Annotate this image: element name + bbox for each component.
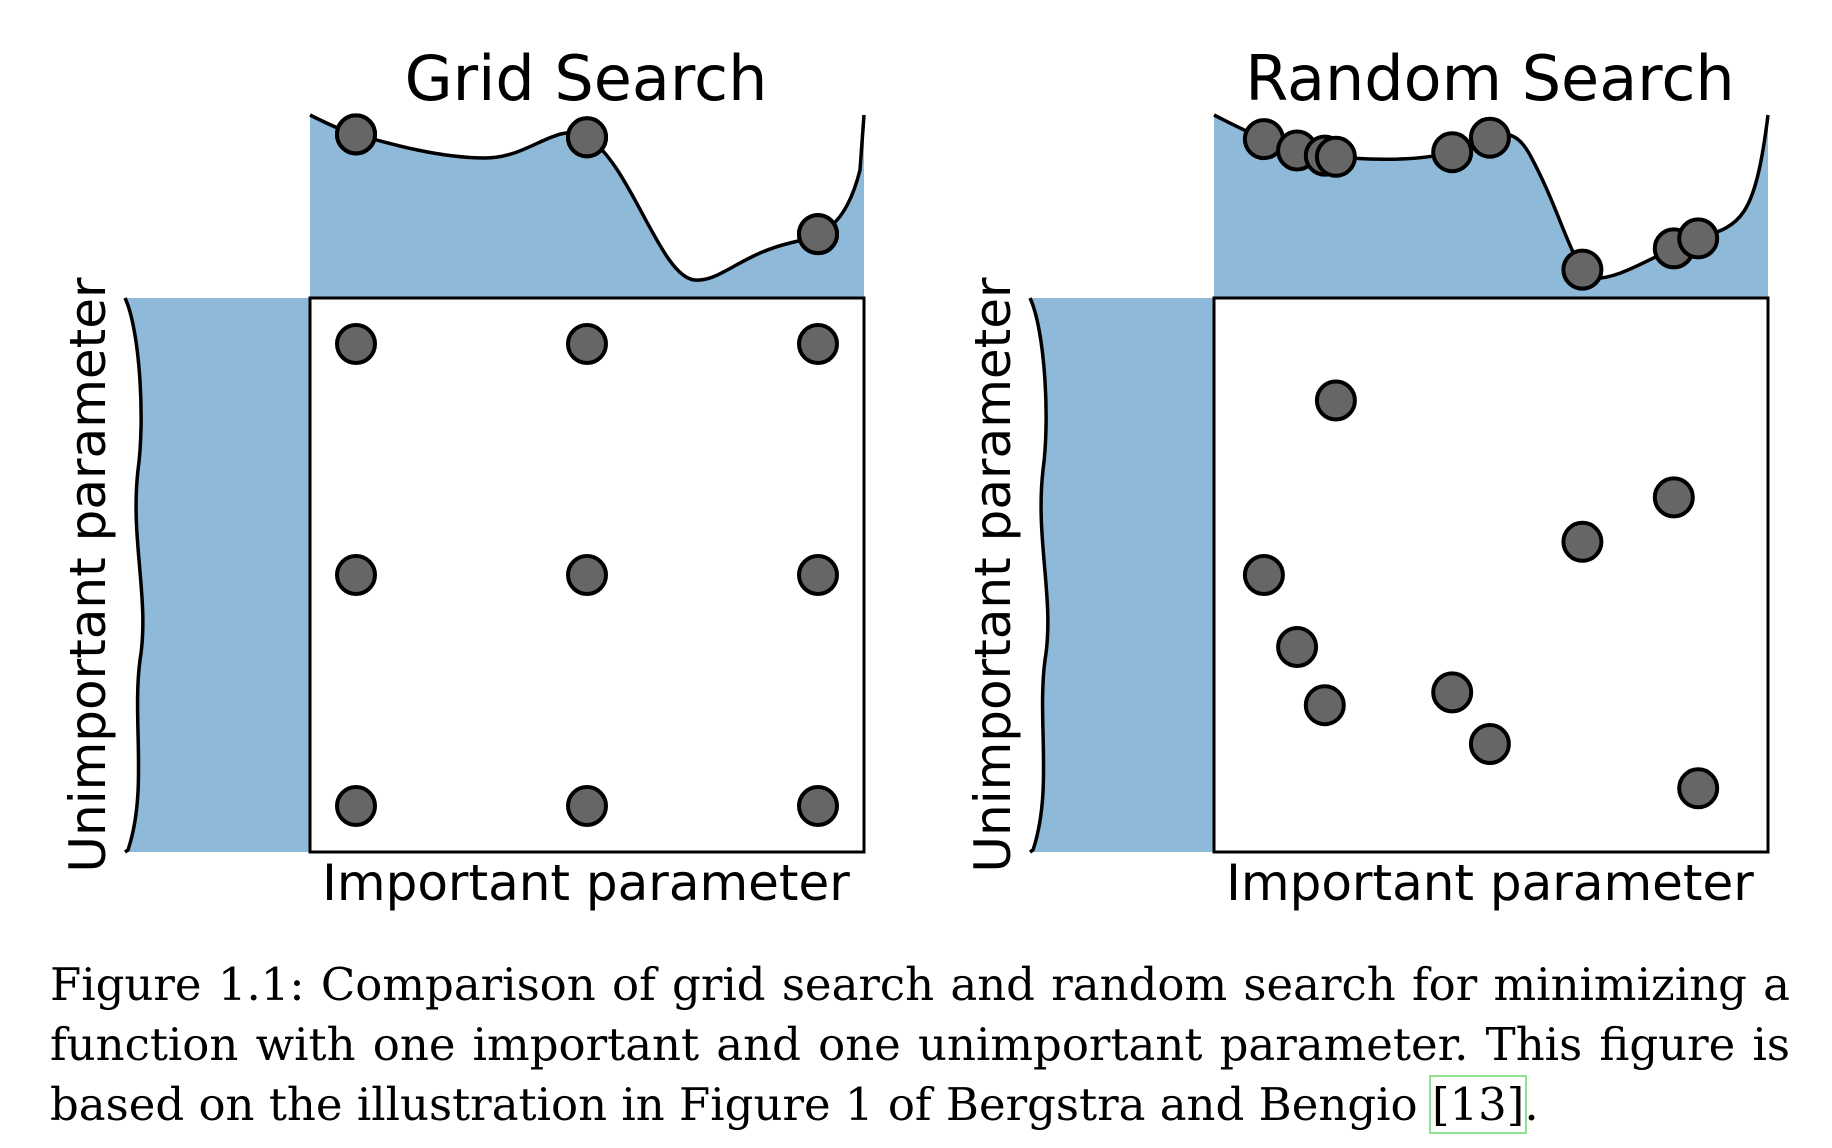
projected-point	[1677, 217, 1720, 260]
projected-point	[1431, 131, 1474, 174]
figure-diagram: Grid Search Important parameter Unimport…	[59, 42, 1770, 912]
random-unimportant-curve	[1028, 297, 1050, 854]
sample-point	[1431, 671, 1474, 714]
grid-x-axis-label: Important parameter	[322, 854, 850, 912]
grid-points	[335, 323, 839, 827]
sample-point	[335, 785, 377, 827]
projected-point	[566, 116, 608, 159]
sample-point	[1314, 379, 1357, 422]
citation-link[interactable]: [13]	[1428, 1075, 1528, 1134]
sample-point	[1561, 520, 1604, 563]
caption-end: .	[1524, 1078, 1539, 1131]
random-search-panel: Random Search Important parameter Unimpo…	[964, 42, 1770, 912]
random-x-axis-label: Important parameter	[1226, 854, 1754, 912]
projected-point	[1561, 248, 1604, 291]
sample-point	[1276, 626, 1319, 668]
grid-search-panel: Grid Search Important parameter Unimport…	[59, 42, 866, 912]
random-projected-points	[1242, 116, 1720, 291]
sample-point	[797, 785, 839, 827]
grid-unimportant-curve	[123, 297, 145, 854]
sample-point	[1652, 476, 1695, 519]
grid-unimportant-curve-fill	[125, 298, 310, 852]
sample-point	[335, 554, 377, 596]
random-points	[1242, 379, 1720, 810]
random-y-axis-label: Unimportant parameter	[964, 277, 1022, 873]
caption-label: Figure 1.1:	[50, 958, 305, 1011]
grid-projected-points	[335, 113, 839, 256]
sample-point	[1468, 723, 1511, 765]
projected-point	[1314, 135, 1357, 178]
random-search-space-box	[1212, 296, 1770, 854]
random-search-title: Random Search	[1245, 42, 1734, 115]
sample-point	[566, 323, 608, 365]
caption-text: Comparison of grid search and random sea…	[50, 958, 1790, 1131]
sample-point	[1242, 554, 1285, 596]
projected-point	[797, 213, 839, 256]
projected-point	[335, 113, 377, 156]
sample-point	[797, 554, 839, 596]
sample-point	[797, 323, 839, 365]
sample-point	[566, 785, 608, 827]
sample-point	[566, 554, 608, 596]
random-unimportant-curve-fill	[1030, 298, 1214, 852]
projected-point	[1468, 116, 1511, 159]
figure-caption: Figure 1.1: Comparison of grid search an…	[50, 955, 1790, 1135]
grid-important-curve-fill	[310, 115, 864, 298]
grid-search-title: Grid Search	[405, 42, 768, 115]
sample-point	[1677, 767, 1720, 810]
sample-point	[335, 323, 377, 365]
sample-point	[1303, 684, 1346, 727]
grid-y-axis-label: Unimportant parameter	[59, 277, 117, 873]
